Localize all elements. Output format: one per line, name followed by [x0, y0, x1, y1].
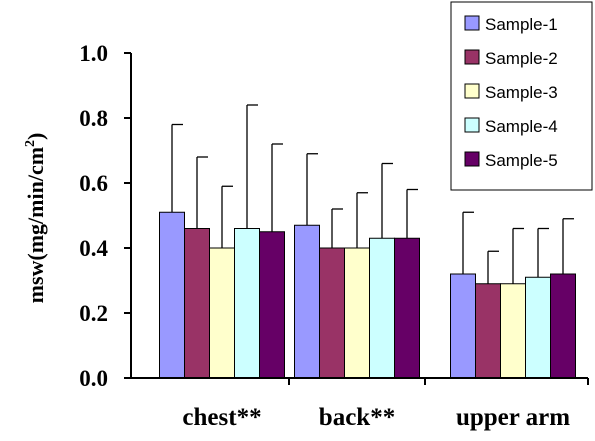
legend: Sample-1 Sample-2 Sample-3 Sample-4 Sample-5 [450, 1, 593, 191]
y-axis-label-close: ) [23, 133, 48, 140]
bar-sample-1-2 [294, 224, 320, 379]
bar-sample-4-1 [234, 228, 260, 379]
axes-layer [124, 52, 589, 385]
y-axis-label-superscript: 2 [23, 140, 38, 147]
bar-sample-3-1 [209, 247, 235, 379]
y-tick-label: 1.0 [79, 41, 108, 66]
legend-swatch-sample-1 [464, 15, 480, 31]
legend-label-sample-4: Sample-4 [485, 117, 558, 136]
y-axis-label: msw(mg/min/cm2) [23, 133, 48, 304]
legend-label-sample-3: Sample-3 [485, 83, 558, 102]
x-tick-label: back** [319, 404, 395, 431]
bar-sample-4-2 [369, 237, 395, 379]
labels-layer: 0.0 0.2 0.4 0.6 0.8 1.0 chest** back** upper arm [79, 41, 570, 431]
bar-sample-3-2 [344, 247, 370, 379]
x-tick-label: upper arm [456, 404, 570, 431]
y-tick-label: 0.0 [79, 366, 108, 391]
legend-label-sample-1: Sample-1 [485, 15, 558, 34]
bar-sample-2-1 [184, 228, 210, 379]
legend-label-sample-5: Sample-5 [485, 151, 558, 170]
bar-sample-2-3 [475, 283, 501, 379]
y-tick-label: 0.6 [79, 171, 108, 196]
bar-sample-5-1 [259, 231, 285, 379]
bar-sample-5-3 [550, 273, 576, 379]
bar-sample-1-1 [159, 211, 185, 379]
legend-swatch-sample-5 [464, 151, 480, 167]
y-tick-label: 0.8 [79, 106, 108, 131]
y-tick-label: 0.4 [79, 236, 108, 261]
x-tick-label: chest** [182, 404, 261, 431]
error-bars-layer [171, 104, 574, 284]
y-tick-label: 0.2 [79, 301, 108, 326]
legend-swatch-sample-2 [464, 49, 480, 65]
bar-sample-2-2 [319, 247, 345, 379]
bar-sample-4-3 [525, 276, 551, 379]
legend-swatch-sample-3 [464, 83, 480, 99]
y-axis-label-main: msw(mg/min/cm [23, 147, 48, 303]
legend-swatch-sample-4 [464, 117, 480, 133]
legend-label-sample-2: Sample-2 [485, 49, 558, 68]
bar-sample-1-3 [450, 273, 476, 379]
bar-sample-5-2 [394, 237, 420, 379]
bar-sample-3-3 [500, 283, 526, 379]
